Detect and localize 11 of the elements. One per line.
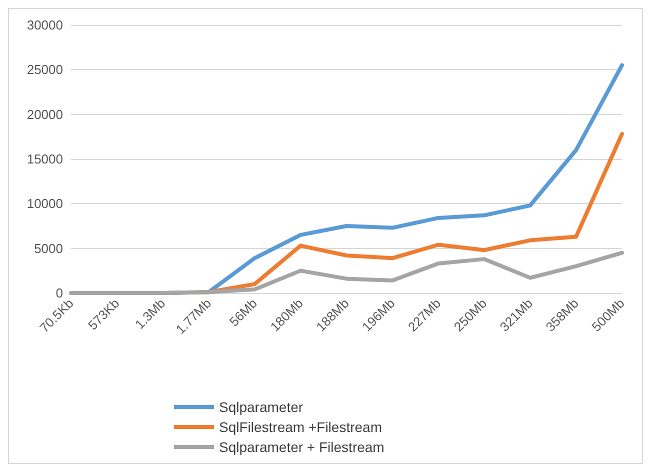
- y-tick-label: 15000: [26, 152, 63, 166]
- y-tick-label: 5000: [34, 240, 63, 256]
- y-tick-label: 0: [56, 286, 63, 300]
- y-tick-label: 20000: [26, 106, 63, 122]
- y-tick-label: 30000: [26, 18, 63, 32]
- legend-label: Sqlparameter: [219, 399, 304, 415]
- legend-label: Sqlparameter + Filestream: [219, 439, 384, 455]
- legend-label: SqlFilestream +Filestream: [219, 419, 382, 435]
- y-tick-label: 10000: [26, 196, 63, 212]
- line-series: [69, 250, 624, 295]
- y-tick-label: 25000: [26, 62, 63, 78]
